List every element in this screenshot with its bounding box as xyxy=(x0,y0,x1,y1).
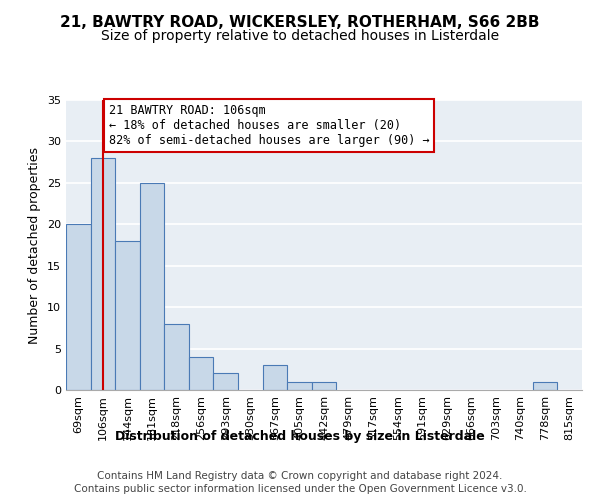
Bar xyxy=(164,324,189,390)
Bar xyxy=(533,382,557,390)
Text: Distribution of detached houses by size in Listerdale: Distribution of detached houses by size … xyxy=(115,430,485,443)
Y-axis label: Number of detached properties: Number of detached properties xyxy=(28,146,41,344)
Bar xyxy=(263,365,287,390)
Text: Contains public sector information licensed under the Open Government Licence v3: Contains public sector information licen… xyxy=(74,484,526,494)
Text: Size of property relative to detached houses in Listerdale: Size of property relative to detached ho… xyxy=(101,29,499,43)
Text: 21 BAWTRY ROAD: 106sqm
← 18% of detached houses are smaller (20)
82% of semi-det: 21 BAWTRY ROAD: 106sqm ← 18% of detached… xyxy=(109,104,430,147)
Bar xyxy=(91,158,115,390)
Text: Contains HM Land Registry data © Crown copyright and database right 2024.: Contains HM Land Registry data © Crown c… xyxy=(97,471,503,481)
Bar xyxy=(312,382,336,390)
Bar xyxy=(189,357,214,390)
Bar xyxy=(66,224,91,390)
Bar xyxy=(115,241,140,390)
Bar xyxy=(140,183,164,390)
Bar xyxy=(214,374,238,390)
Bar xyxy=(287,382,312,390)
Text: 21, BAWTRY ROAD, WICKERSLEY, ROTHERHAM, S66 2BB: 21, BAWTRY ROAD, WICKERSLEY, ROTHERHAM, … xyxy=(60,15,540,30)
